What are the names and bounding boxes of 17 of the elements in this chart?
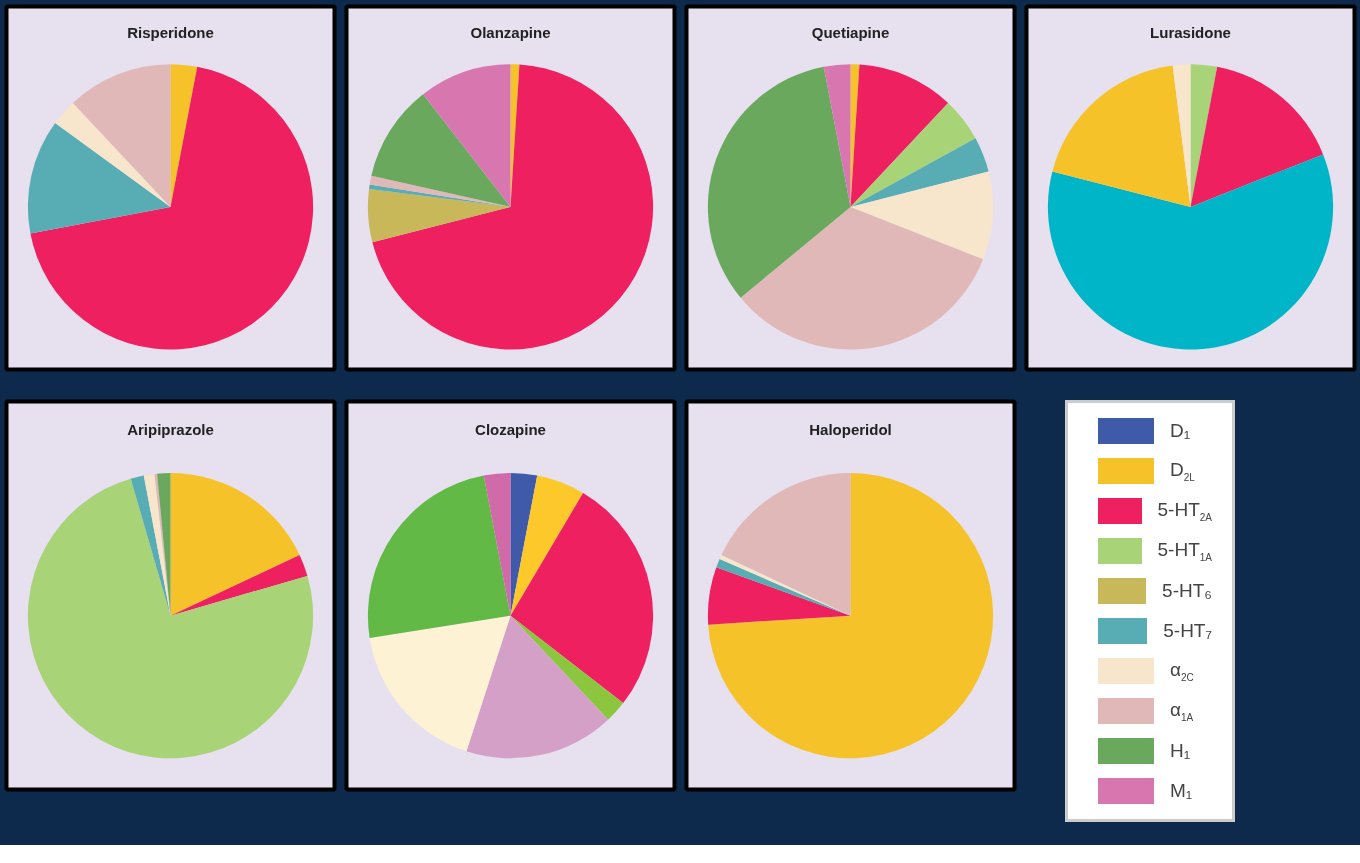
legend-label: H₁ <box>1170 739 1191 764</box>
legend-label: D$_{2L}$ <box>1170 458 1195 486</box>
chart-title: Clozapine <box>475 420 546 438</box>
legend-label: 5-HT₆ <box>1162 579 1212 604</box>
legend-label: α$_{1A}$ <box>1170 698 1194 726</box>
legend-label: M₁ <box>1170 779 1193 804</box>
legend-label: 5-HT₇ <box>1163 619 1212 644</box>
legend-label: 5-HT$_{1A}$ <box>1157 538 1212 566</box>
chart-title: Aripiprazole <box>127 420 214 438</box>
legend-label: 5-HT$_{2A}$ <box>1157 498 1212 526</box>
legend-label: D₁ <box>1170 419 1191 444</box>
chart-title: Olanzapine <box>470 24 551 42</box>
chart-title: Haloperidol <box>809 420 892 438</box>
legend-label: α$_{2C}$ <box>1170 658 1194 686</box>
chart-title: Risperidone <box>127 24 214 42</box>
chart-title: Lurasidone <box>1150 24 1231 42</box>
chart-title: Quetiapine <box>811 24 890 42</box>
